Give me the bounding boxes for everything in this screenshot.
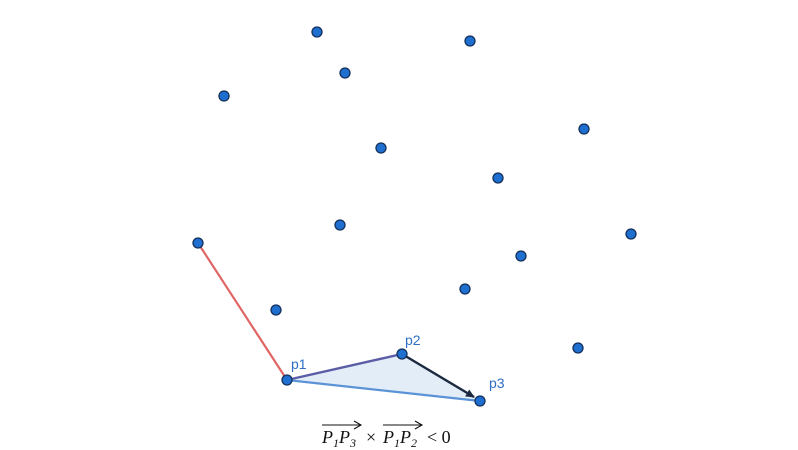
- vector-arrow-2: [414, 420, 424, 430]
- formula-v1-sub3: 3: [349, 436, 356, 450]
- svg-text:P1P3: P1P3: [321, 427, 356, 450]
- point: [334, 219, 346, 231]
- point-set: [192, 26, 637, 407]
- label-p1: p1: [291, 356, 307, 372]
- formula-v1-p: P: [321, 427, 333, 447]
- cross-product-formula: P1P3 × P1P2 < 0: [321, 420, 451, 450]
- point: [515, 250, 527, 262]
- point: [375, 142, 387, 154]
- point: [464, 35, 476, 47]
- label-p2: p2: [405, 332, 421, 348]
- point-p2: [396, 348, 408, 360]
- point: [572, 342, 584, 354]
- formula-relation: < 0: [427, 427, 451, 447]
- formula-v2-p: P: [382, 427, 394, 447]
- formula-v1-sub1: 1: [333, 436, 339, 450]
- formula-v2-p-b: P: [399, 427, 411, 447]
- formula-v2-sub1: 1: [394, 436, 400, 450]
- vector-arrow-1: [353, 420, 363, 430]
- point: [625, 228, 637, 240]
- arrow-p2-p3: [401, 352, 475, 399]
- point-p3: [474, 395, 486, 407]
- point: [339, 67, 351, 79]
- formula-times: ×: [366, 427, 376, 447]
- point: [492, 172, 504, 184]
- point-p1: [281, 374, 293, 386]
- label-p3: p3: [489, 375, 505, 391]
- edge-p1-p2: [286, 352, 403, 382]
- point: [578, 123, 590, 135]
- edge-p1-p3: [286, 378, 481, 403]
- point: [311, 26, 323, 38]
- point: [270, 304, 282, 316]
- formula-v1-p-b: P: [338, 427, 350, 447]
- formula-v2-sub2: 2: [411, 436, 417, 450]
- hull-edge-red: [197, 242, 288, 381]
- point: [459, 283, 471, 295]
- point: [218, 90, 230, 102]
- point: [192, 237, 204, 249]
- triangle-p1-p2-p3: [287, 354, 480, 401]
- svg-text:P1P2: P1P2: [382, 427, 417, 450]
